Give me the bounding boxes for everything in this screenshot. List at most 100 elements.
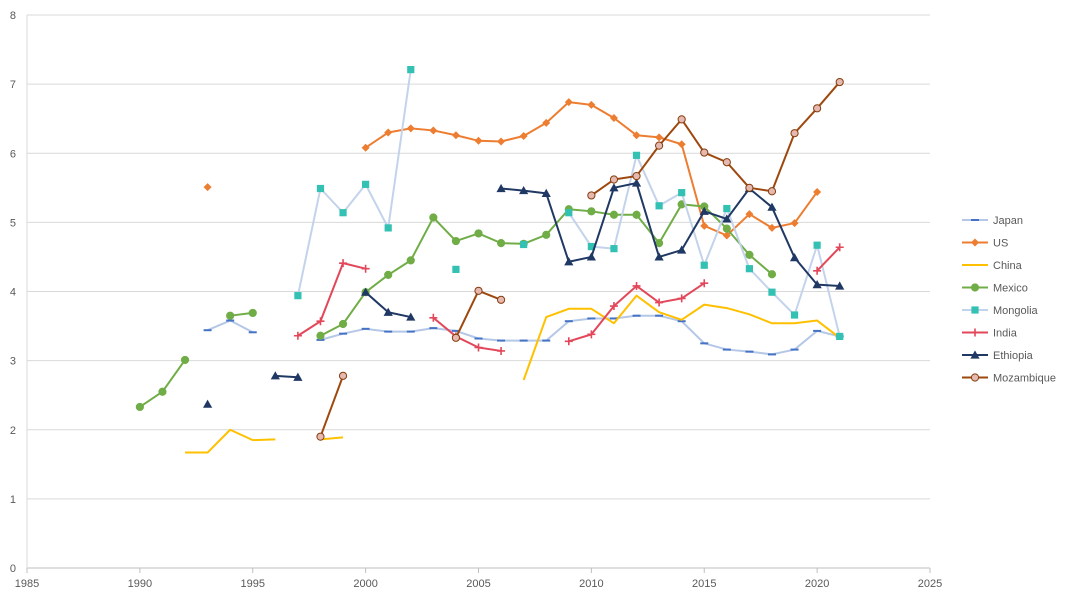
data-point-us-2006: [497, 137, 506, 146]
data-point-us-2000: [361, 143, 370, 152]
data-point-mozambique-1999: [338, 371, 348, 380]
series-line-japan: [207, 319, 254, 334]
data-point-india-2009: [564, 337, 573, 346]
data-point-us-2019: [790, 219, 799, 228]
y-tick-label: 4: [10, 287, 16, 299]
data-point-ethiopia-1996: [270, 371, 280, 380]
legend-label-japan: Japan: [993, 215, 1023, 227]
data-point-mozambique-2021: [835, 77, 844, 87]
data-point-mongolia-2010: [587, 242, 595, 251]
data-point-mozambique-2019: [790, 129, 799, 138]
series-line-japan: [320, 314, 840, 356]
legend-item-india: India: [962, 328, 1018, 340]
data-point-us-2003: [429, 126, 438, 135]
data-point-us-2009: [564, 98, 573, 107]
data-point-india-2005: [474, 343, 483, 352]
series-mexico: [135, 200, 777, 412]
x-tick-label: 2010: [579, 578, 603, 590]
legend-label-ethiopia: Ethiopia: [993, 350, 1034, 362]
data-point-us-2007: [519, 131, 528, 140]
data-point-mozambique-2011: [609, 175, 619, 184]
data-point-mongolia-2016: [723, 204, 731, 213]
data-point-ethiopia-2010: [586, 252, 596, 261]
data-point-india-2014: [677, 294, 686, 303]
data-point-us-2002: [406, 124, 415, 133]
data-point-mongolia-2017: [745, 265, 753, 273]
data-point-mozambique-2004: [451, 333, 461, 342]
data-point-mongolia-2013: [655, 202, 663, 210]
x-tick-label: 2015: [692, 578, 716, 590]
x-tick-label: 1995: [241, 578, 265, 590]
data-point-ethiopia-2014: [677, 245, 687, 254]
data-point-india-2013: [655, 298, 664, 307]
data-point-ethiopia-2002: [406, 312, 416, 321]
series-mongolia: [294, 66, 844, 341]
data-point-mexico-2016: [722, 224, 731, 233]
data-point-mongolia-1999: [339, 209, 347, 217]
data-point-us-2004: [451, 131, 460, 140]
data-point-mongolia-2014: [678, 189, 686, 197]
data-point-us-2015: [700, 221, 709, 230]
legend-marker-mongolia: [971, 306, 979, 314]
data-point-us-2017: [745, 210, 754, 219]
legend-label-mexico: Mexico: [993, 283, 1028, 295]
data-point-mexico-2010: [587, 207, 596, 216]
series-line-china: [320, 436, 344, 441]
data-point-mexico-2002: [406, 256, 415, 265]
axis-ticks: 1985 1990 1995 2000 2005 2010 2015 2020 2025 0 1 2 3…: [10, 10, 942, 590]
y-tick-label: 2: [10, 425, 16, 437]
data-point-ethiopia-2009: [564, 257, 574, 266]
legend-item-us: US: [962, 238, 1008, 250]
data-point-ethiopia-1993: [203, 399, 213, 408]
series-line-china: [522, 294, 841, 381]
x-tick-label: 2025: [918, 578, 942, 590]
data-point-us-2005: [474, 136, 483, 145]
data-point-us-2008: [542, 118, 551, 127]
data-point-ethiopia-2015: [699, 206, 709, 215]
data-point-mexico-2018: [767, 270, 777, 279]
data-point-india-2020: [813, 266, 822, 275]
data-point-mongolia-2020: [813, 241, 821, 249]
x-tick-label: 2000: [353, 578, 377, 590]
series-mozambique: [316, 77, 844, 441]
data-point-mongolia-2001: [384, 224, 392, 232]
series-line-india: [432, 316, 502, 352]
legend-label-mozambique: Mozambique: [993, 373, 1056, 385]
data-point-ethiopia-2016: [722, 214, 732, 223]
series-us: [203, 98, 822, 240]
series-line-mexico: [139, 359, 186, 408]
y-tick-label: 1: [10, 494, 16, 506]
data-point-ethiopia-2012: [631, 178, 642, 187]
data-point-mozambique-2006: [496, 295, 506, 304]
legend-marker-ethiopia: [970, 350, 980, 359]
legend-label-india: India: [993, 328, 1018, 340]
legend-label-mongolia: Mongolia: [993, 305, 1039, 317]
legend-item-mongolia: Mongolia: [962, 305, 1039, 317]
data-point-mexico-2012: [632, 210, 641, 219]
data-point-mozambique-2020: [813, 104, 822, 113]
data-point-mexico-1995: [248, 308, 257, 318]
data-point-india-2012: [632, 281, 641, 290]
data-point-ethiopia-2006: [496, 183, 506, 193]
series-line-mozambique: [590, 81, 841, 197]
legend: Japan US China Mexico Mongolia India Ethiopia M…: [962, 215, 1056, 385]
x-tick-label: 2020: [805, 578, 829, 590]
data-point-india-2000: [361, 264, 370, 273]
series-line-india: [297, 262, 366, 337]
y-tick-label: 6: [10, 148, 16, 160]
data-point-mexico-2005: [474, 229, 483, 238]
data-point-india-2010: [587, 330, 596, 339]
data-point-mongolia-2021: [836, 332, 844, 341]
data-point-mongolia-1998: [316, 184, 325, 193]
data-point-mongolia-2007: [520, 240, 528, 249]
data-point-mozambique-2018: [767, 187, 777, 196]
series-china: [185, 294, 841, 454]
series-line-ethiopia: [500, 181, 840, 287]
data-point-india-2006: [497, 346, 506, 355]
data-point-mozambique-2012: [632, 171, 641, 181]
series-ethiopia: [203, 178, 845, 408]
legend-label-china: China: [993, 260, 1023, 272]
data-point-ethiopia-2020: [812, 279, 822, 289]
data-point-india-1999: [339, 259, 348, 268]
data-point-india-2015: [700, 279, 709, 288]
